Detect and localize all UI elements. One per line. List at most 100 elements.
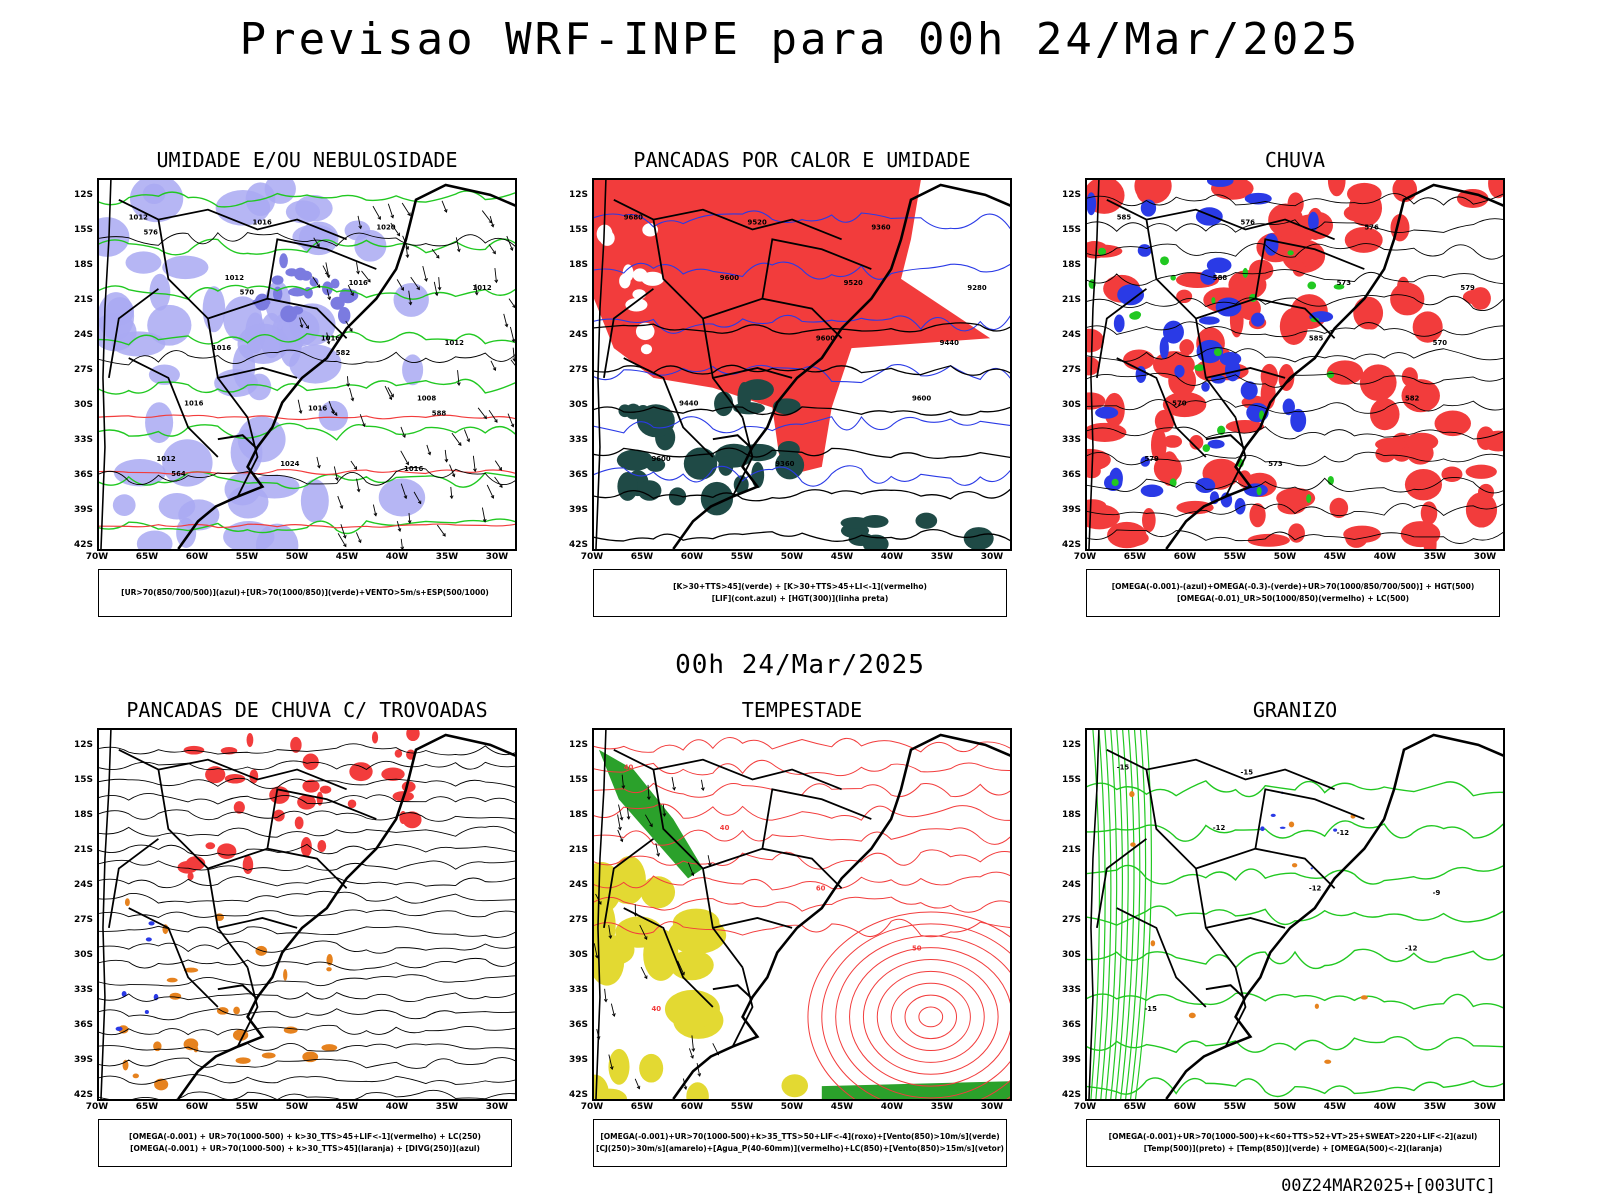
lat-tick-label: 15S	[568, 225, 588, 235]
lon-tick-label: 55W	[235, 552, 259, 562]
wind-vector	[299, 317, 303, 328]
clear-area	[640, 344, 653, 355]
height-contour	[594, 322, 1010, 335]
lat-tick-label: 33S	[568, 435, 588, 445]
wind-vector-head	[456, 382, 461, 387]
wind-vector-head	[691, 1048, 696, 1052]
convective-area	[840, 517, 871, 529]
wind-vector	[326, 332, 330, 344]
legend-line: [OMEGA(-0.001)+UR>70(1000-500)+k>35_TTS>…	[600, 1132, 1000, 1141]
wind-vector-head	[443, 209, 448, 213]
convective-area	[970, 529, 983, 549]
lon-tick-label: 40W	[880, 552, 904, 562]
wind-vector-head	[451, 473, 456, 478]
contour-label: 9440	[940, 339, 959, 347]
contour-label: -12	[1337, 829, 1350, 837]
wind-vector-head	[327, 296, 332, 301]
lon-tick-label: 35W	[930, 552, 954, 562]
wind-vector	[356, 262, 359, 274]
contour-label: -15	[1144, 1005, 1157, 1013]
wind-vector-head	[603, 998, 608, 1003]
shower-area	[169, 992, 182, 1000]
west-coastline	[595, 730, 607, 1099]
wind-vector-head	[494, 279, 499, 284]
contour-label: 1008	[417, 395, 436, 403]
lat-tick-label: 27S	[1061, 915, 1081, 925]
omega-area	[1195, 477, 1216, 494]
streamline	[99, 974, 515, 987]
wind-vector-head	[339, 505, 344, 510]
wind-vector-head	[416, 286, 420, 291]
wind-vector-head	[407, 520, 412, 524]
contour-label: 9600	[720, 274, 739, 282]
wind-vector	[325, 262, 330, 278]
wind-vector	[408, 513, 411, 524]
lc-contour	[594, 849, 1010, 870]
rain-core	[1170, 274, 1176, 281]
rain-area	[1189, 434, 1204, 450]
rain-area	[1462, 289, 1488, 305]
lon-tick-label: 65W	[135, 1102, 159, 1112]
omega-area	[1201, 382, 1210, 392]
lat-tick-label: 24S	[1061, 880, 1081, 890]
contour-label: 9360	[775, 460, 794, 468]
humidity-area	[393, 282, 429, 317]
lat-tick-label: 30S	[1061, 950, 1081, 960]
lat-tick-label: 30S	[568, 400, 588, 410]
thunderstorm-area	[294, 816, 304, 830]
estuary	[1205, 434, 1247, 450]
clear-area	[635, 322, 655, 341]
main-title: Previsao WRF-INPE para 00h 24/Mar/2025	[239, 14, 1361, 65]
thunderstorm-area	[242, 855, 254, 875]
rain-area	[1260, 363, 1279, 390]
lc-contour	[594, 737, 1010, 753]
contour-label: 585	[1309, 334, 1324, 342]
contour-label: 573	[1268, 460, 1283, 468]
contour-label: -15	[1241, 769, 1254, 777]
contour-label: 579	[1460, 284, 1475, 292]
wind-vector-head	[333, 412, 338, 417]
height-contour	[1087, 193, 1503, 207]
thickness-contour	[99, 468, 515, 476]
clear-area	[599, 230, 615, 246]
legend-chuva: [OMEGA(-0.001)-(azul)+OMEGA(-0.3)-(verde…	[1086, 569, 1500, 617]
shower-area	[153, 1041, 162, 1052]
state-border	[128, 907, 219, 1008]
wind-vector	[356, 478, 360, 492]
lat-tick-label: 12S	[568, 190, 588, 200]
streamline	[99, 1024, 515, 1036]
wind-vector	[372, 504, 377, 516]
divergence-area	[115, 1026, 123, 1031]
thunderstorm-area	[217, 843, 237, 859]
coastline	[1165, 183, 1503, 549]
contour-label: 579	[1144, 455, 1159, 463]
lat-tick-label: 36S	[568, 470, 588, 480]
wind-vector-head	[510, 423, 515, 428]
state-border	[266, 788, 377, 849]
contour-label: 582	[1405, 395, 1420, 403]
rain-core	[1259, 410, 1265, 420]
panel-title-trovoadas: PANCADAS DE CHUVA C/ TROVOADAS	[126, 698, 488, 722]
legend-line: [CJ(250)>30m/s](amarelo)+[Agua_P(40-60mm…	[596, 1144, 1004, 1153]
contour-label: 570	[1172, 400, 1187, 408]
streamline	[99, 743, 515, 756]
lon-tick-label: 70W	[85, 552, 109, 562]
wind-vector-head	[442, 533, 446, 537]
wind-vector-head	[474, 291, 479, 296]
thunderstorm-area	[246, 732, 254, 748]
wind-vector	[671, 776, 675, 790]
wind-vector-head	[498, 467, 502, 471]
wind-vector-head	[636, 1085, 641, 1090]
lat-tick-label: 33S	[568, 985, 588, 995]
lon-tick-label: 60W	[1173, 552, 1197, 562]
wind-vector-head	[400, 287, 404, 291]
lat-tick-label: 24S	[73, 880, 93, 890]
lat-tick-label: 39S	[1061, 505, 1081, 515]
state-border	[207, 297, 348, 339]
wind-vector	[400, 538, 403, 549]
temp-850-contour	[1087, 992, 1503, 1010]
height-contour	[1087, 451, 1503, 467]
temp-850-contour	[1100, 730, 1112, 1099]
lc-contour	[890, 982, 971, 1052]
legend-line: [OMEGA(-0.001)+UR>70(1000-500)+k<60+TTS>…	[1108, 1132, 1478, 1141]
